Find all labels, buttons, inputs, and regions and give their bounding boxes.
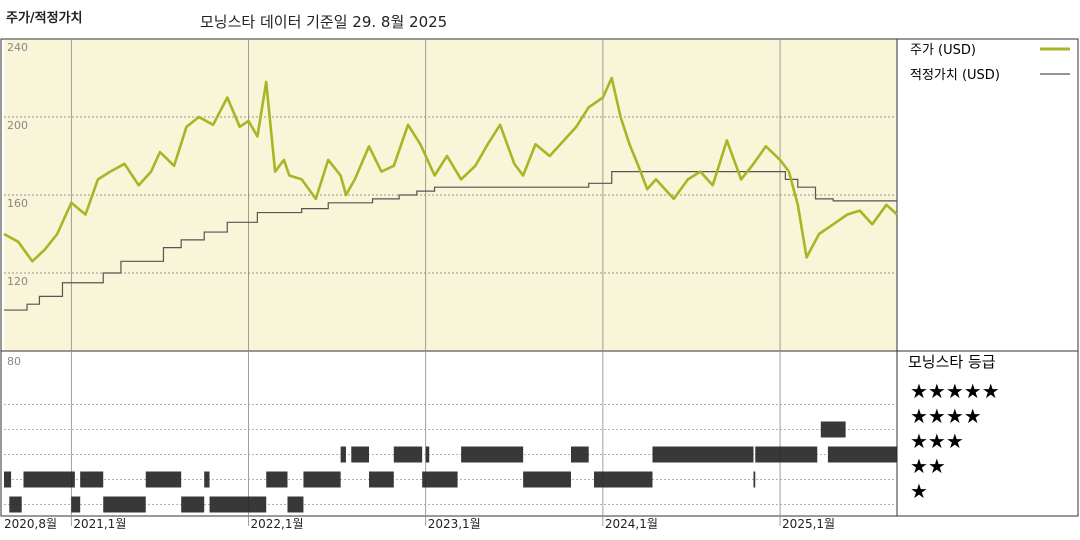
rating-segment (9, 496, 22, 513)
rating-segment (755, 446, 818, 463)
rating-segment (570, 446, 589, 463)
legend-fairvalue-label: 적정가치 (USD) (910, 68, 1000, 83)
rating-segment (23, 471, 75, 488)
rating-segment (80, 471, 104, 488)
rating-segment (103, 496, 146, 513)
rating-segment (523, 471, 571, 488)
rating-segment (71, 496, 81, 513)
y-tick-label: 120 (7, 275, 28, 288)
rating-segment (287, 496, 304, 513)
x-tick-label: 2024,1월 (605, 517, 658, 531)
legend-price-label: 주가 (USD) (910, 43, 976, 58)
x-tick-label: 2023,1월 (428, 517, 481, 531)
rating-segment (145, 471, 182, 488)
rating-segment (4, 471, 12, 488)
rating-2-stars: ★★ (910, 454, 946, 478)
x-tick-label: 2021,1월 (73, 517, 126, 531)
chart-frame (0, 38, 1079, 517)
rating-segment (204, 471, 210, 488)
y-tick-label: 240 (7, 41, 28, 54)
rating-segment (209, 496, 267, 513)
y-tick-label: 160 (7, 197, 28, 210)
rating-segment (425, 446, 430, 463)
rating-segment (594, 471, 653, 488)
fair-value-line (4, 171, 897, 311)
rating-segment (368, 471, 394, 488)
rating-segment (351, 446, 369, 463)
rating-segment (827, 446, 897, 463)
rating-segment (652, 446, 754, 463)
rating-5-stars: ★★★★★ (910, 379, 1000, 403)
rating-1-star: ★ (910, 479, 928, 503)
rating-segment (340, 446, 346, 463)
data-date-subtitle: 모닝스타 데이터 기준일 29. 8월 2025 (200, 13, 448, 31)
rating-segment (266, 471, 288, 488)
rating-segment (820, 421, 846, 438)
rating-3-stars: ★★★ (910, 429, 964, 453)
y-tick-label: 200 (7, 119, 28, 132)
chart-title: 주가/적정가치 (6, 11, 83, 26)
rating-segment (393, 446, 423, 463)
rating-legend-title: 모닝스타 등급 (908, 353, 996, 371)
rating-segment (753, 471, 756, 488)
rating-segment (303, 471, 341, 488)
rating-segment (181, 496, 205, 513)
rating-segment (461, 446, 524, 463)
x-tick-label: 2020,8월 (4, 517, 57, 531)
rating-panel-bg (4, 351, 897, 516)
x-tick-label: 2022,1월 (251, 517, 304, 531)
rating-4-stars: ★★★★ (910, 404, 982, 428)
x-tick-label: 2025,1월 (782, 517, 835, 531)
rating-segment (422, 471, 458, 488)
price-line (3, 76, 898, 263)
y-tick-label: 80 (7, 355, 21, 368)
